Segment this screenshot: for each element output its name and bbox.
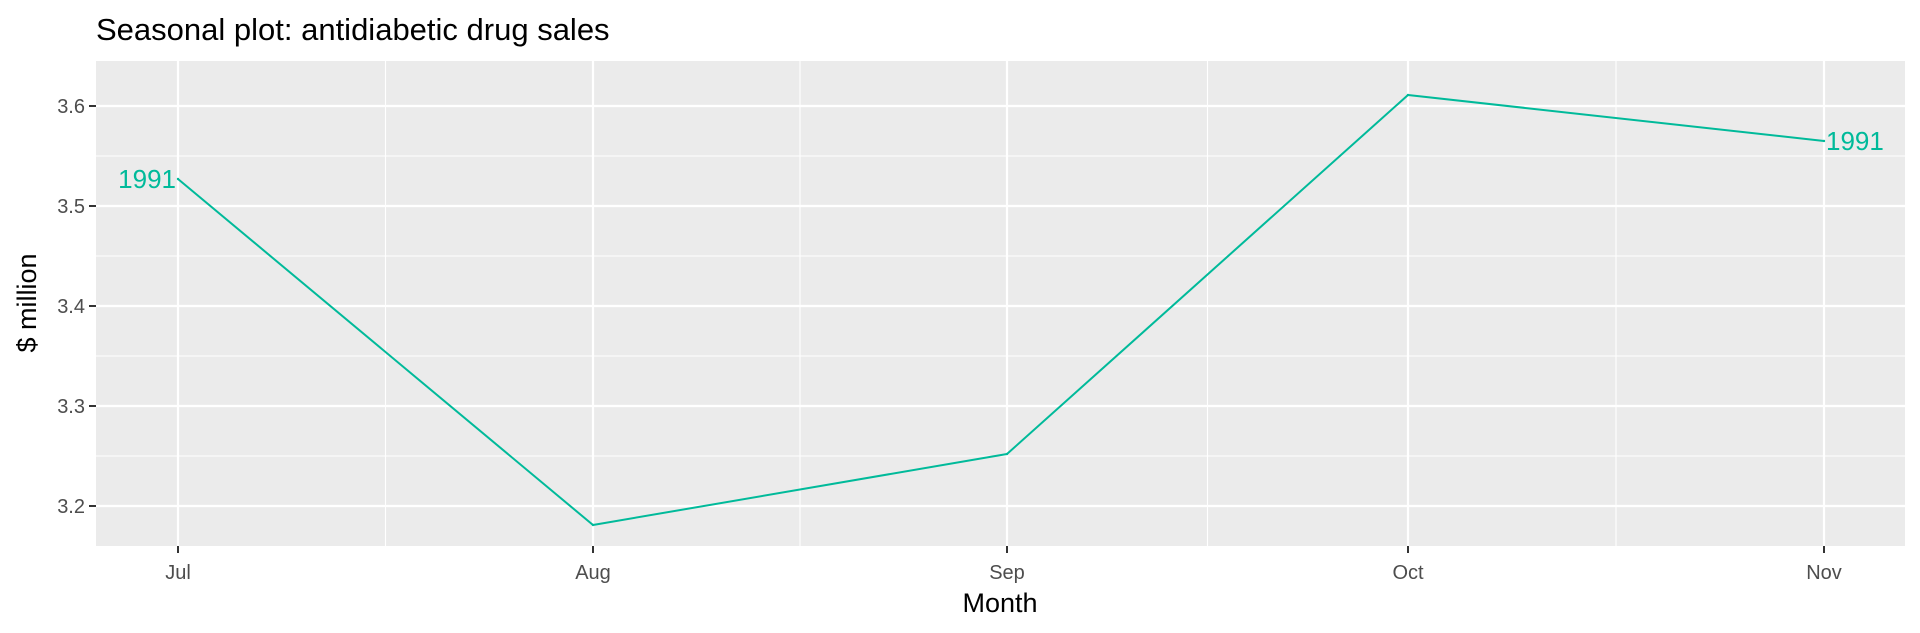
series-point-oct: [1406, 93, 1410, 97]
y-tick-label: 3.5: [57, 196, 85, 218]
series-layer: 1991 1991: [118, 93, 1884, 527]
x-axis-title: Month: [962, 588, 1037, 618]
chart-title: Seasonal plot: antidiabetic drug sales: [96, 12, 610, 47]
series-start-label: 1991: [118, 164, 176, 194]
series-point-jul: [176, 177, 180, 181]
x-tick-label: Aug: [575, 562, 611, 584]
y-tick-label: 3.6: [57, 96, 85, 118]
x-tick-label: Oct: [1392, 562, 1424, 584]
y-axis-title: $ million: [12, 253, 42, 352]
x-tick-label: Jul: [165, 562, 191, 584]
series-point-nov: [1822, 139, 1826, 143]
series-end-label: 1991: [1826, 126, 1884, 156]
major-grid: [96, 61, 1905, 546]
x-tick-label: Nov: [1806, 562, 1842, 584]
series-point-sep: [1005, 452, 1009, 456]
x-axis: Jul Aug Sep Oct Nov: [165, 546, 1842, 584]
y-axis: 3.2 3.3 3.4 3.5 3.6: [57, 96, 96, 518]
y-tick-label: 3.3: [57, 396, 85, 418]
y-tick-label: 3.4: [57, 296, 85, 318]
plot-panel: [96, 61, 1905, 546]
x-tick-label: Sep: [989, 562, 1025, 584]
y-tick-label: 3.2: [57, 496, 85, 518]
minor-grid: [96, 61, 1905, 546]
series-point-aug: [591, 523, 595, 527]
